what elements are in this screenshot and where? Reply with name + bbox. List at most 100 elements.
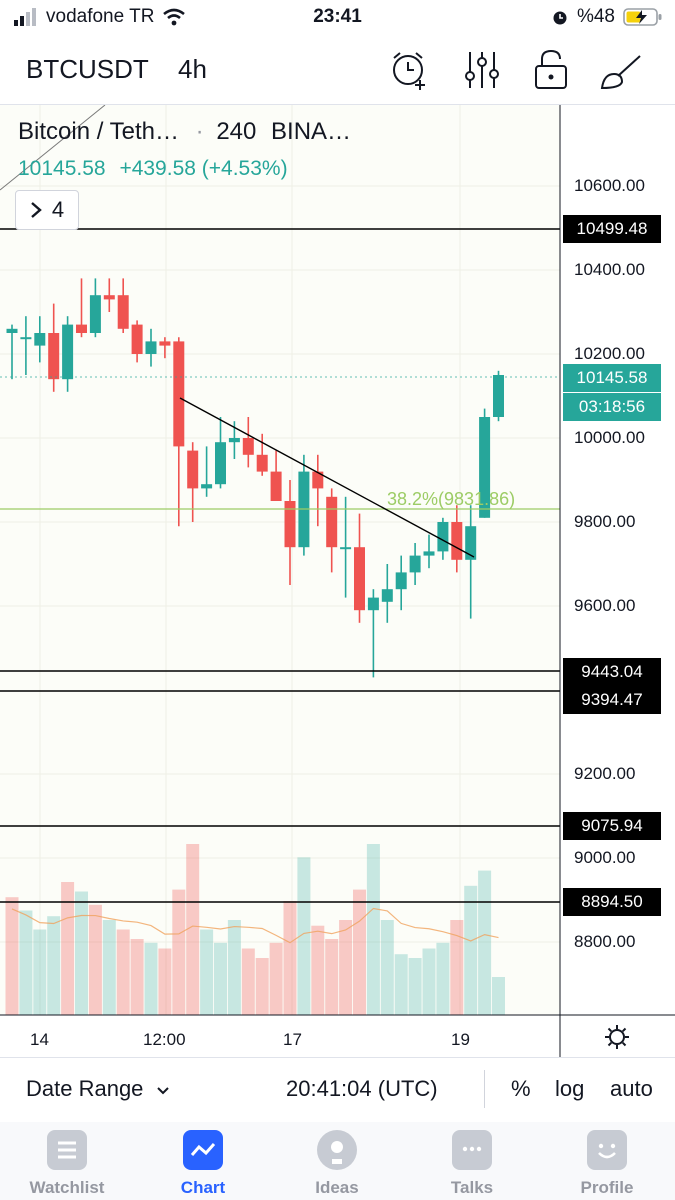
legend-values: 10145.58 +439.58 (+4.53%)	[18, 157, 288, 181]
trendline-partial	[0, 105, 106, 191]
volume-bar	[311, 925, 325, 1015]
candle-body	[20, 337, 32, 340]
candle-body	[437, 522, 449, 552]
tab-profile[interactable]: Profile	[547, 1130, 667, 1198]
status-right: %48	[551, 6, 663, 28]
price-level-label: 9394.47	[563, 686, 661, 714]
candle-body	[173, 341, 185, 447]
candle-body	[6, 328, 18, 333]
lock-icon[interactable]	[530, 48, 574, 92]
time-tick: 19	[451, 1030, 470, 1049]
candle-body	[256, 454, 268, 472]
candle-body	[270, 471, 282, 501]
symbol-button[interactable]: BTCUSDT	[26, 54, 149, 84]
candle-body	[451, 522, 463, 560]
legend-collapse-button[interactable]: 4	[15, 190, 79, 230]
volume-bar	[283, 901, 297, 1015]
volume-bar	[339, 920, 353, 1015]
bar-divider	[484, 1070, 485, 1108]
chevron-right-icon	[31, 202, 42, 218]
utc-clock[interactable]: 20:41:04 (UTC)	[286, 1076, 438, 1101]
volume-bar	[269, 942, 283, 1015]
volume-ma-line	[11, 907, 499, 944]
indicators-icon[interactable]	[460, 48, 504, 92]
alarm-clock-icon	[553, 11, 567, 25]
profile-icon	[587, 1130, 627, 1170]
alarm-add-icon[interactable]	[388, 48, 432, 92]
chart-bottom-bar: Date Range 20:41:04 (UTC) % log auto	[0, 1057, 675, 1123]
candle-body	[409, 555, 421, 573]
price-axis-tick: 10600.00	[574, 176, 645, 195]
watchlist-icon	[47, 1130, 87, 1170]
candle-body	[62, 324, 74, 380]
tab-watchlist[interactable]: Watchlist	[7, 1130, 127, 1198]
chart-header: BTCUSDT 4h	[0, 36, 675, 105]
price-level-label: 9443.04	[563, 658, 661, 686]
price-level-label: 10499.48	[563, 215, 661, 243]
candle-body	[423, 551, 435, 556]
tab-label: Watchlist	[29, 1178, 105, 1197]
tab-label: Talks	[450, 1178, 494, 1197]
volume-bar	[47, 916, 61, 1015]
status-bar: vodafone TR 23:41 %48	[0, 0, 675, 36]
price-axis-tick: 10400.00	[574, 260, 645, 279]
volume-bar	[241, 948, 255, 1015]
legend-title[interactable]: Bitcoin / Teth… · 240 BINA…	[18, 118, 351, 146]
price-axis-tick: 10000.00	[574, 428, 645, 447]
drawing-icon[interactable]	[600, 48, 644, 92]
volume-bar	[478, 870, 492, 1015]
candle-body	[201, 484, 213, 489]
candle-body	[493, 375, 504, 417]
candle-body	[465, 526, 477, 560]
volume-bar	[144, 942, 158, 1015]
tab-chart[interactable]: Chart	[143, 1130, 263, 1198]
tab-label: Chart	[180, 1178, 226, 1197]
price-chart[interactable]: 38.2%(9831.86)	[0, 105, 675, 1057]
legend-change: +439.58 (+4.53%)	[119, 157, 288, 180]
volume-bar	[255, 958, 269, 1015]
tab-ideas[interactable]: Ideas	[277, 1130, 397, 1198]
candle-body	[340, 547, 352, 550]
talks-icon	[452, 1130, 492, 1170]
chart-settings-icon[interactable]	[604, 1024, 630, 1055]
log-scale-toggle[interactable]: log	[555, 1076, 585, 1101]
volume-bar	[19, 910, 33, 1015]
bar-countdown-label: 03:18:56	[563, 393, 661, 421]
tab-talks[interactable]: Talks	[412, 1130, 532, 1198]
legend-separator: ·	[195, 118, 204, 145]
chart-pane	[0, 105, 560, 1015]
volume-bar	[450, 920, 464, 1015]
volume-bar	[200, 929, 214, 1015]
candle-body	[395, 572, 407, 590]
volume-bar	[186, 844, 200, 1015]
tab-bar: Watchlist Chart Ideas Talks Profile	[0, 1122, 675, 1200]
legend-exchange: BINA…	[271, 118, 352, 145]
interval-button[interactable]: 4h	[178, 54, 207, 84]
volume-bar	[172, 889, 186, 1015]
current-price-label: 10145.58	[563, 364, 661, 392]
wifi-icon	[163, 8, 186, 26]
candle-body	[48, 333, 60, 380]
candle-body	[103, 295, 115, 300]
status-left: vodafone TR	[14, 6, 186, 28]
date-range-button[interactable]: Date Range	[26, 1076, 170, 1102]
candle-body	[284, 501, 296, 548]
candle-body	[367, 597, 379, 611]
candle-body	[187, 450, 199, 489]
volume-bar	[436, 942, 450, 1015]
price-axis-tick: 9600.00	[574, 596, 636, 615]
ideas-icon	[317, 1130, 357, 1170]
chart-icon	[183, 1130, 223, 1170]
price-axis-tick: 9800.00	[574, 512, 636, 531]
volume-bar	[75, 891, 88, 1015]
volume-bar	[130, 939, 144, 1015]
time-tick: 17	[283, 1030, 302, 1049]
price-axis-tick: 10200.00	[574, 344, 645, 363]
trendline	[179, 397, 475, 558]
battery-percent: %48	[576, 6, 615, 27]
percent-scale-toggle[interactable]: %	[511, 1076, 531, 1101]
tab-label: Ideas	[315, 1178, 359, 1197]
volume-bar	[214, 942, 227, 1015]
auto-scale-toggle[interactable]: auto	[610, 1076, 653, 1101]
volume-bar	[353, 889, 366, 1015]
